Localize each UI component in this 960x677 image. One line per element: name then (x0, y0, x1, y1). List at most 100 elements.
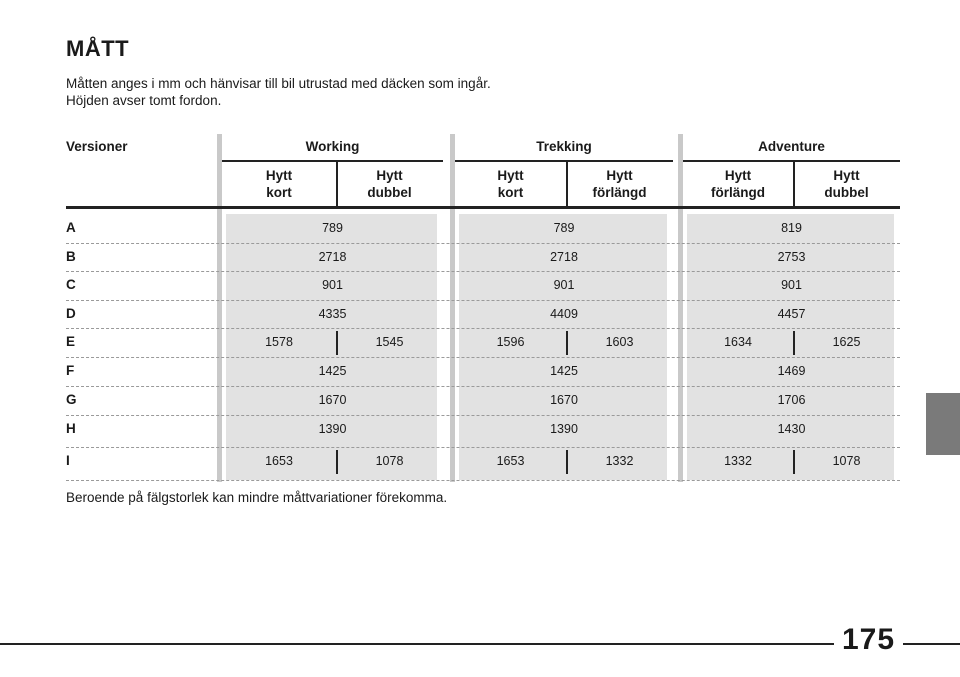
dimensions-table: Versioner Working Hytt kort Hytt dubbel Trekki… (66, 134, 900, 482)
subheader-label: Hytt förlängd (566, 167, 673, 201)
subheader-line: förlängd (592, 185, 647, 200)
value-cell: 901 (322, 278, 343, 292)
group-underline (683, 160, 900, 162)
row-divider (66, 328, 900, 329)
row-divider (66, 300, 900, 301)
group-label: Adventure (758, 139, 825, 154)
footnote: Beroende på fälgstorlek kan mindre måttv… (66, 490, 448, 505)
value-cell: 2753 (777, 250, 806, 264)
group-underline (222, 160, 443, 162)
footer-rule (0, 643, 960, 645)
subheader-divider (336, 161, 338, 206)
cell-divider (793, 331, 795, 355)
value-cell: 1596 (496, 335, 525, 349)
group-divider (217, 134, 222, 482)
row-label: B (66, 249, 76, 264)
row-divider (66, 271, 900, 272)
row-divider (66, 386, 900, 387)
row-label: G (66, 392, 77, 407)
group-divider (450, 134, 455, 482)
value-cell: 1603 (605, 335, 634, 349)
value-cell: 1653 (265, 454, 293, 468)
subheader-line: Hytt (833, 168, 860, 183)
values-panel (687, 214, 894, 480)
group-label: Working (305, 139, 360, 154)
value-cell: 1578 (265, 335, 293, 349)
value-cell: 1332 (724, 454, 752, 468)
values-panel (226, 214, 437, 480)
subheader-line: Hytt (724, 168, 752, 183)
row-label: I (66, 453, 70, 468)
value-cell: 1390 (318, 422, 347, 436)
subheader-divider (566, 161, 568, 206)
value-cell: 1670 (550, 393, 578, 407)
value-cell: 1078 (832, 454, 861, 468)
subheader-line: dubbel (824, 185, 869, 200)
value-cell: 819 (781, 221, 802, 235)
subheader-label: Hytt kort (222, 167, 336, 201)
subheader-line: kort (266, 185, 292, 200)
value-cell: 4409 (550, 307, 578, 321)
value-cell: 901 (553, 278, 575, 292)
value-cell: 1653 (496, 454, 525, 468)
value-cell: 1469 (777, 364, 806, 378)
subheader-label: Hytt dubbel (336, 167, 443, 201)
value-cell: 4457 (777, 307, 806, 321)
row-label: C (66, 277, 76, 292)
value-cell: 789 (322, 221, 343, 235)
row-divider (66, 357, 900, 358)
value-cell: 789 (553, 221, 575, 235)
value-cell: 1425 (318, 364, 347, 378)
value-cell: 1706 (777, 393, 806, 407)
subheader-line: Hytt (497, 168, 524, 183)
row-label: A (66, 220, 76, 235)
intro-line-2: Höjden avser tomt fordon. (66, 93, 222, 108)
value-cell: 1430 (777, 422, 806, 436)
subheader-label: Hytt förlängd (683, 167, 793, 201)
subheader-line: kort (497, 185, 524, 200)
value-cell: 901 (781, 278, 802, 292)
row-divider (66, 447, 900, 448)
value-cell: 1670 (318, 393, 347, 407)
row-label: H (66, 421, 76, 436)
subheader-line: Hytt (376, 168, 403, 183)
group-divider (678, 134, 683, 482)
values-panel (459, 214, 667, 480)
subheader-divider (793, 161, 795, 206)
value-cell: 1425 (550, 364, 578, 378)
subheader-line: förlängd (711, 185, 765, 200)
row-divider (66, 480, 900, 481)
row-divider (66, 243, 900, 244)
cell-divider (566, 450, 568, 474)
page-title: MÅTT (66, 36, 130, 61)
row-divider (66, 415, 900, 416)
cell-divider (336, 331, 338, 355)
value-cell: 1625 (832, 335, 861, 349)
value-cell: 1545 (375, 335, 404, 349)
subheader-line: Hytt (265, 168, 293, 183)
intro-line-1: Måtten anges i mm och hänvisar till bil … (66, 76, 491, 91)
value-cell: 1332 (605, 454, 634, 468)
row-label: E (66, 334, 76, 349)
row-label: F (66, 363, 75, 378)
group-label: Trekking (536, 139, 592, 154)
value-cell: 2718 (318, 250, 347, 264)
cell-divider (336, 450, 338, 474)
value-cell: 2718 (550, 250, 578, 264)
row-header: Versioner (66, 139, 128, 154)
intro-text: Måtten anges i mm och hänvisar till bil … (66, 75, 491, 109)
value-cell: 4335 (318, 307, 347, 321)
row-label: D (66, 306, 76, 321)
page-number: 175 (834, 623, 904, 657)
value-cell: 1390 (550, 422, 578, 436)
cell-divider (566, 331, 568, 355)
header-rule (66, 206, 900, 209)
subheader-label: Hytt kort (455, 167, 566, 201)
subheader-line: dubbel (367, 185, 412, 200)
group-underline (455, 160, 673, 162)
cell-divider (793, 450, 795, 474)
value-cell: 1078 (375, 454, 404, 468)
subheader-line: Hytt (606, 168, 633, 183)
section-tab (926, 393, 960, 455)
subheader-label: Hytt dubbel (793, 167, 900, 201)
